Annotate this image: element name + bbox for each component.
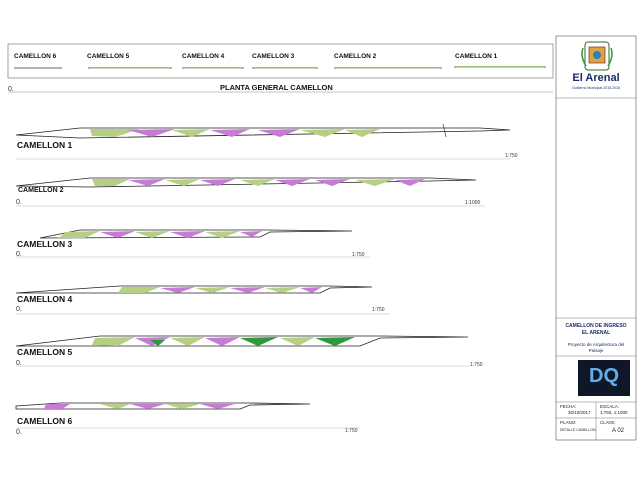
camellon-6-label: CAMELLON 6	[17, 416, 73, 426]
project-subtitle-line-1: Proyecto de Arquitectura del	[567, 342, 625, 347]
logo-subtitle: Gobierno Municipal 2015-2018	[572, 86, 620, 90]
dq-logo-text: DQ	[589, 365, 619, 387]
plano-label: PLANO:	[560, 420, 577, 425]
project-subtitle-line-2: Paisaje	[588, 348, 604, 353]
key-plan-label-3: CAMELLON 3	[252, 53, 295, 60]
key-plan-label-2: CAMELLON 2	[334, 53, 377, 60]
fecha-value: 30/10/2017	[568, 410, 591, 415]
project-title-line-1: CAMELLON DE INGRESO	[565, 323, 627, 329]
camellon-3-scale: 1:750	[352, 252, 365, 258]
fecha-label: FECHA:	[560, 404, 577, 409]
camellon-4-zero: 0.	[16, 306, 22, 313]
sheet-title: PLANTA GENERAL CAMELLON	[220, 83, 333, 92]
camellon-6-scale: 1:750	[345, 428, 358, 434]
camellon-2-scale: 1:1000	[465, 200, 481, 206]
key-plan-label-5: CAMELLON 5	[87, 53, 130, 60]
dq-logo-box	[578, 360, 630, 396]
project-title-line-2: EL ARENAL	[581, 330, 611, 336]
camellon-3-label: CAMELLON 3	[17, 239, 73, 249]
camellon-5-scale: 1:750	[470, 362, 483, 368]
arenal-logo-emblem	[581, 41, 613, 71]
plano-value: DETALLE CAMELLON	[560, 428, 596, 432]
camellon-4-label: CAMELLON 4	[17, 294, 73, 304]
camellon-3-zero: 0.	[16, 251, 22, 258]
key-plan-label-4: CAMELLON 4	[182, 53, 225, 60]
logo-text: El Arenal	[572, 72, 620, 84]
camellon-1-label: CAMELLON 1	[17, 140, 73, 150]
camellon-2-label: CAMELLON 2	[18, 187, 64, 194]
camellon-6-strip	[15, 402, 360, 429]
camellon-5-strip	[15, 335, 470, 367]
key-plan-label-1: CAMELLON 1	[455, 53, 498, 60]
camellon-4-strip	[15, 285, 390, 315]
camellon-1-strip	[15, 123, 511, 160]
camellon-4-scale: 1:750	[372, 307, 385, 313]
camellon-5-zero: 0.	[16, 360, 22, 367]
camellon-5-label: CAMELLON 5	[17, 347, 73, 357]
camellon-2-zero: 0.	[16, 199, 22, 206]
camellon-2-strip	[15, 177, 485, 207]
key-plan-label-6: CAMELLON 6	[14, 53, 57, 60]
title-zero: 0.	[8, 86, 14, 93]
escala-label: ESCALA:	[600, 404, 620, 409]
escala-value: 1:750, 1:1000	[600, 410, 628, 415]
camellon-1-scale: 1:750	[505, 153, 518, 159]
camellon-3-strip	[16, 229, 370, 258]
camellon-6-zero: 0.	[16, 429, 22, 436]
clave-value: A 02	[612, 428, 625, 434]
clave-label: CLAVE:	[600, 420, 616, 425]
